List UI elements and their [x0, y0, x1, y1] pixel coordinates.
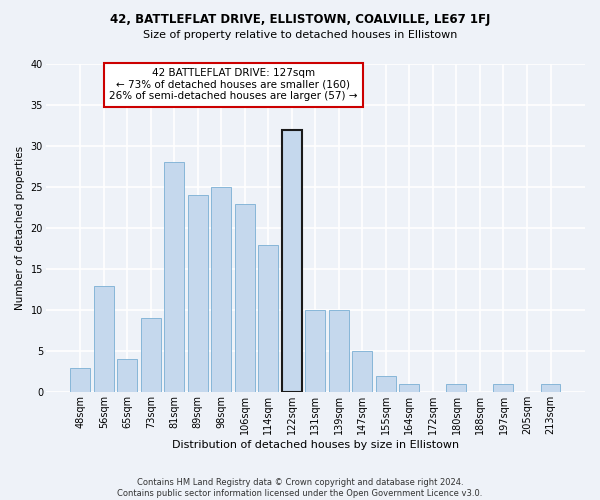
Bar [94, 286, 114, 393]
Text: Size of property relative to detached houses in Ellistown: Size of property relative to detached ho… [143, 30, 457, 40]
Bar [376, 376, 396, 392]
Text: 42, BATTLEFLAT DRIVE, ELLISTOWN, COALVILLE, LE67 1FJ: 42, BATTLEFLAT DRIVE, ELLISTOWN, COALVIL… [110, 12, 490, 26]
Text: Contains HM Land Registry data © Crown copyright and database right 2024.
Contai: Contains HM Land Registry data © Crown c… [118, 478, 482, 498]
Bar [446, 384, 466, 392]
Bar [188, 196, 208, 392]
Bar [493, 384, 514, 392]
Y-axis label: Number of detached properties: Number of detached properties [15, 146, 25, 310]
Bar [164, 162, 184, 392]
Bar [282, 130, 302, 392]
Bar [400, 384, 419, 392]
X-axis label: Distribution of detached houses by size in Ellistown: Distribution of detached houses by size … [172, 440, 459, 450]
Bar [235, 204, 255, 392]
Bar [259, 244, 278, 392]
Bar [70, 368, 91, 392]
Bar [211, 187, 232, 392]
Text: 42 BATTLEFLAT DRIVE: 127sqm
← 73% of detached houses are smaller (160)
26% of se: 42 BATTLEFLAT DRIVE: 127sqm ← 73% of det… [109, 68, 358, 102]
Bar [352, 352, 373, 393]
Bar [305, 310, 325, 392]
Bar [141, 318, 161, 392]
Bar [118, 360, 137, 392]
Bar [329, 310, 349, 392]
Bar [541, 384, 560, 392]
